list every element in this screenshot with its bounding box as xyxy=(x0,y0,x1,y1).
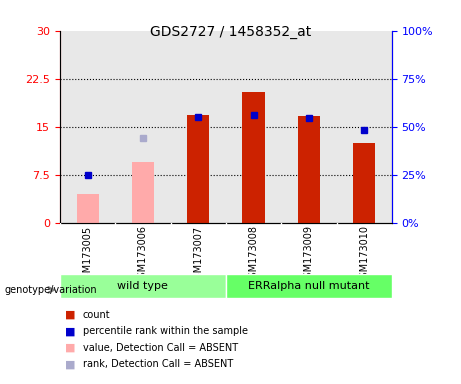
Bar xyxy=(77,194,99,223)
FancyBboxPatch shape xyxy=(226,274,392,298)
Text: GSM173005: GSM173005 xyxy=(83,225,93,285)
Text: GSM173006: GSM173006 xyxy=(138,225,148,285)
Text: ■: ■ xyxy=(65,326,75,336)
Text: GSM173008: GSM173008 xyxy=(248,225,259,285)
Text: GSM173009: GSM173009 xyxy=(304,225,314,285)
Bar xyxy=(132,162,154,223)
Bar xyxy=(281,31,337,223)
Bar xyxy=(337,31,392,223)
Text: genotype/variation: genotype/variation xyxy=(5,285,97,295)
Bar xyxy=(298,116,320,223)
Bar xyxy=(171,31,226,223)
Bar xyxy=(226,31,281,223)
Text: ■: ■ xyxy=(65,359,75,369)
Bar xyxy=(115,31,171,223)
Bar xyxy=(187,115,209,223)
Text: GSM173010: GSM173010 xyxy=(359,225,369,285)
FancyBboxPatch shape xyxy=(60,274,226,298)
Text: percentile rank within the sample: percentile rank within the sample xyxy=(83,326,248,336)
Bar xyxy=(353,143,375,223)
Text: rank, Detection Call = ABSENT: rank, Detection Call = ABSENT xyxy=(83,359,233,369)
Bar xyxy=(60,31,115,223)
Text: GDS2727 / 1458352_at: GDS2727 / 1458352_at xyxy=(150,25,311,39)
Text: value, Detection Call = ABSENT: value, Detection Call = ABSENT xyxy=(83,343,238,353)
Text: ■: ■ xyxy=(65,343,75,353)
Text: count: count xyxy=(83,310,111,320)
Text: ■: ■ xyxy=(65,310,75,320)
Text: ERRalpha null mutant: ERRalpha null mutant xyxy=(248,281,370,291)
Text: wild type: wild type xyxy=(118,281,168,291)
Bar xyxy=(242,91,265,223)
Text: GSM173007: GSM173007 xyxy=(193,225,203,285)
